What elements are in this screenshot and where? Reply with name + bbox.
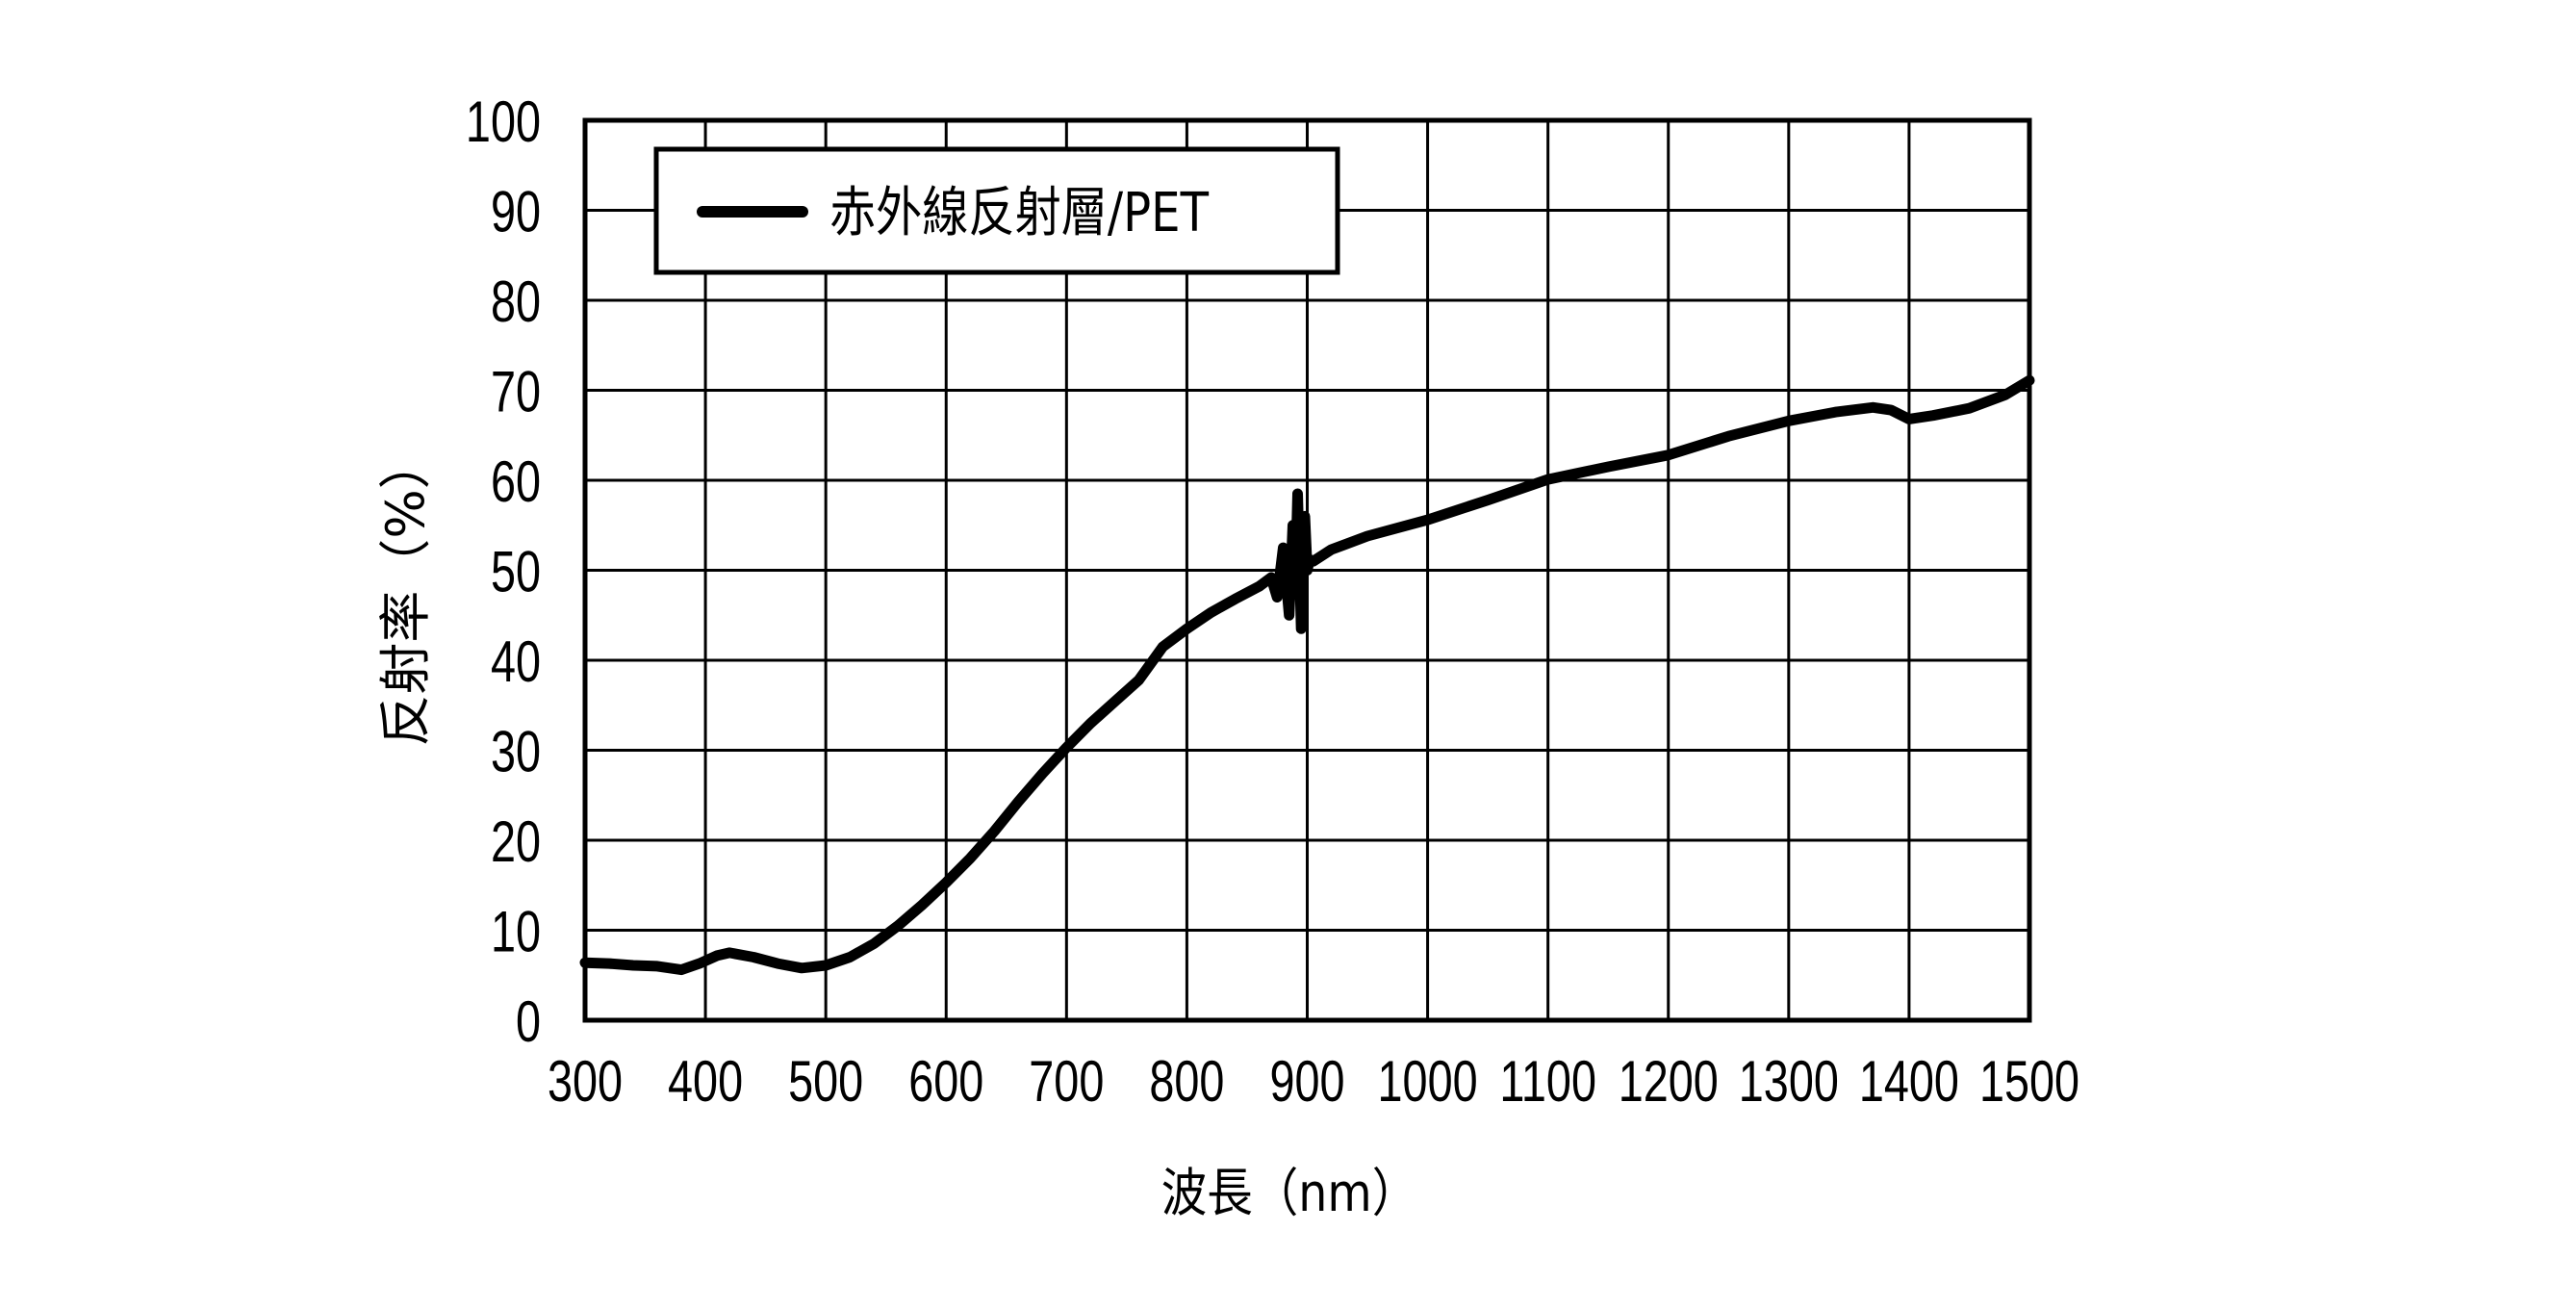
x-tick-label: 1500 [1979,1049,2079,1114]
x-tick-label: 600 [908,1049,983,1114]
y-tick-label: 80 [491,269,541,334]
y-tick-label: 20 [491,809,541,874]
y-tick-label: 10 [491,900,541,964]
y-tick-label: 60 [491,449,541,514]
x-tick-label: 1200 [1619,1049,1719,1114]
x-tick-label: 1000 [1378,1049,1478,1114]
x-tick-label: 1400 [1859,1049,1959,1114]
x-tick-label: 500 [788,1049,863,1114]
y-axis-tick-labels: 0 10 20 30 40 50 60 70 80 90 100 [466,90,541,1054]
legend-label: 赤外線反射層/PET [829,183,1210,244]
y-axis-title: 反射率（%） [375,437,436,746]
y-tick-label: 100 [466,90,541,154]
x-axis-tick-labels: 300 400 500 600 700 800 900 1000 1100 1200 1300 140… [548,1049,2079,1114]
y-tick-label: 0 [516,989,541,1054]
y-tick-label: 90 [491,180,541,244]
x-tick-label: 900 [1269,1049,1344,1114]
x-tick-label: 400 [668,1049,743,1114]
y-tick-label: 30 [491,720,541,784]
y-tick-label: 40 [491,629,541,694]
x-tick-label: 800 [1149,1049,1224,1114]
x-axis-title: 波長（nm） [1161,1163,1417,1223]
y-tick-label: 70 [491,360,541,424]
x-tick-label: 300 [548,1049,623,1114]
y-tick-label: 50 [491,540,541,604]
legend: 赤外線反射層/PET [656,149,1338,272]
x-tick-label: 1300 [1739,1049,1839,1114]
reflectance-chart: 3004005006007008009001000110012001300140… [0,0,2576,1308]
x-tick-label: 700 [1029,1049,1104,1114]
x-tick-label: 1100 [1499,1049,1596,1114]
